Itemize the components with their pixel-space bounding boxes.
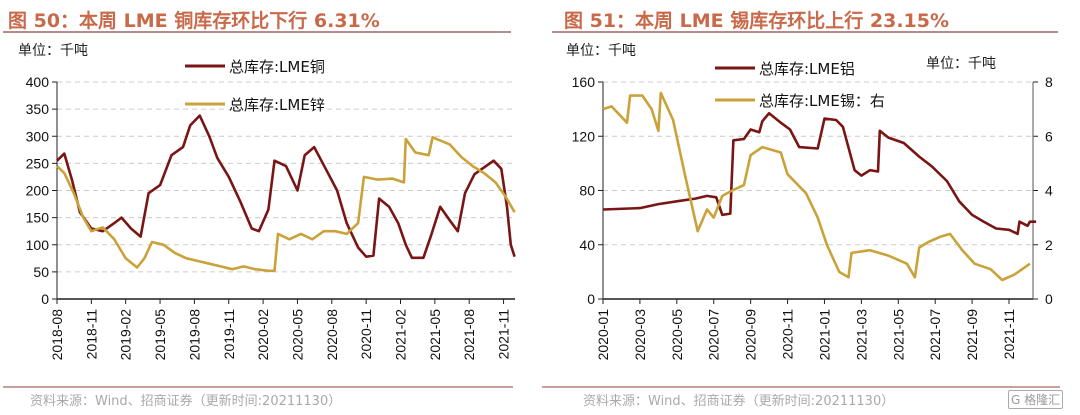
x-tick-label: 2021-05: [427, 309, 443, 361]
watermark-logo: G 格隆汇: [1008, 390, 1064, 409]
title-divider: [3, 31, 511, 33]
chart-panel-copper-zinc: 图 50：本周 LME 铜库存环比下行 6.31% 单位：千吨 0 50 100 150…: [3, 10, 516, 409]
x-tick-label: 2021-02: [393, 309, 409, 361]
chart-copper-zinc: 单位：千吨 0 50 100 150 200 250 300 350 400 2018-08 2018…: [18, 43, 516, 361]
x-tick-label: 2019-05: [152, 309, 168, 361]
chart-title: 图 51：本周 LME 锡库存环比上行 23.15%: [564, 10, 950, 32]
series-line-0: [56, 114, 516, 260]
y-tick-label: 100: [26, 237, 50, 253]
x-tick-label: 2020-11: [780, 309, 796, 360]
y-tick-label: 0: [41, 291, 49, 307]
series-line-1: [56, 136, 516, 273]
y-tick-label: 80: [579, 183, 595, 199]
x-tick-label: 2021-07: [927, 309, 943, 361]
legend-label: 总库存:LME锌: [229, 96, 325, 114]
legend-label: 总库存:LME铜: [229, 58, 325, 76]
unit-label: 单位：千吨: [566, 43, 636, 59]
unit-label-right: 单位：千吨: [926, 56, 996, 72]
x-tick-label: 2021-08: [461, 309, 477, 361]
unit-label: 单位：千吨: [18, 43, 88, 59]
series-line-0: [602, 111, 1037, 236]
source-note: 资料来源：Wind、招商证券（更新时间:20211130）: [30, 394, 342, 409]
y-tick-label: 300: [26, 128, 50, 144]
x-tick-label: 2019-11: [221, 309, 237, 360]
x-tick-label: 2020-11: [358, 309, 374, 360]
y-tick-label: 250: [26, 155, 50, 171]
series-line-1: [602, 91, 1031, 282]
y-tick-label: 0: [587, 291, 595, 307]
x-tick-label: 2020-02: [255, 309, 271, 361]
x-tick-label: 2021-05: [890, 309, 906, 361]
x-tick-label: 2018-08: [49, 309, 65, 361]
x-tick-label: 2021-09: [964, 309, 980, 361]
source-note: 资料来源：Wind、招商证券（更新时间:20211130）: [583, 394, 895, 409]
x-tick-label: 2020-01: [595, 309, 611, 361]
y-right-tick-label: 4: [1045, 183, 1053, 199]
x-tick-label: 2019-08: [186, 309, 202, 361]
chart-title: 图 50：本周 LME 铜库存环比下行 6.31%: [8, 10, 380, 32]
x-tick-label: 2020-03: [632, 309, 648, 361]
x-tick-label: 2020-07: [706, 309, 722, 361]
legend-label: 总库存:LME锡：右: [759, 92, 885, 110]
chart-panel-aluminum-tin: 图 51：本周 LME 锡库存环比上行 23.15% 单位：千吨 单位：千吨 0 40…: [540, 0, 1080, 415]
y-tick-label: 120: [572, 128, 596, 144]
x-tick-label: 2020-09: [743, 309, 759, 361]
y-tick-label: 40: [579, 237, 595, 253]
y-right-tick-label: 6: [1045, 128, 1053, 144]
y-tick-label: 50: [33, 264, 49, 280]
x-tick-label: 2021-01: [816, 309, 832, 361]
x-tick-label: 2021-03: [853, 309, 869, 361]
x-tick-label: 2020-05: [289, 309, 305, 361]
y-tick-label: 400: [26, 74, 50, 90]
y-right-tick-label: 8: [1045, 74, 1053, 90]
y-tick-label: 160: [572, 74, 596, 90]
y-tick-label: 200: [26, 183, 50, 199]
footer-divider: [3, 386, 513, 388]
legend-label: 总库存:LME铝: [759, 60, 855, 78]
y-tick-label: 150: [26, 210, 50, 226]
y-right-tick-label: 2: [1045, 237, 1053, 253]
y-right-tick-label: 0: [1045, 291, 1053, 307]
x-tick-label: 2021-11: [1001, 309, 1017, 360]
x-tick-label: 2019-02: [118, 309, 134, 361]
title-divider: [552, 31, 1058, 33]
y-tick-label: 350: [26, 101, 50, 117]
footer-divider: [542, 386, 1060, 388]
x-tick-label: 2021-11: [496, 309, 512, 360]
x-tick-label: 2020-05: [669, 309, 685, 361]
x-tick-label: 2018-11: [83, 309, 99, 360]
x-tick-label: 2020-08: [324, 309, 340, 361]
